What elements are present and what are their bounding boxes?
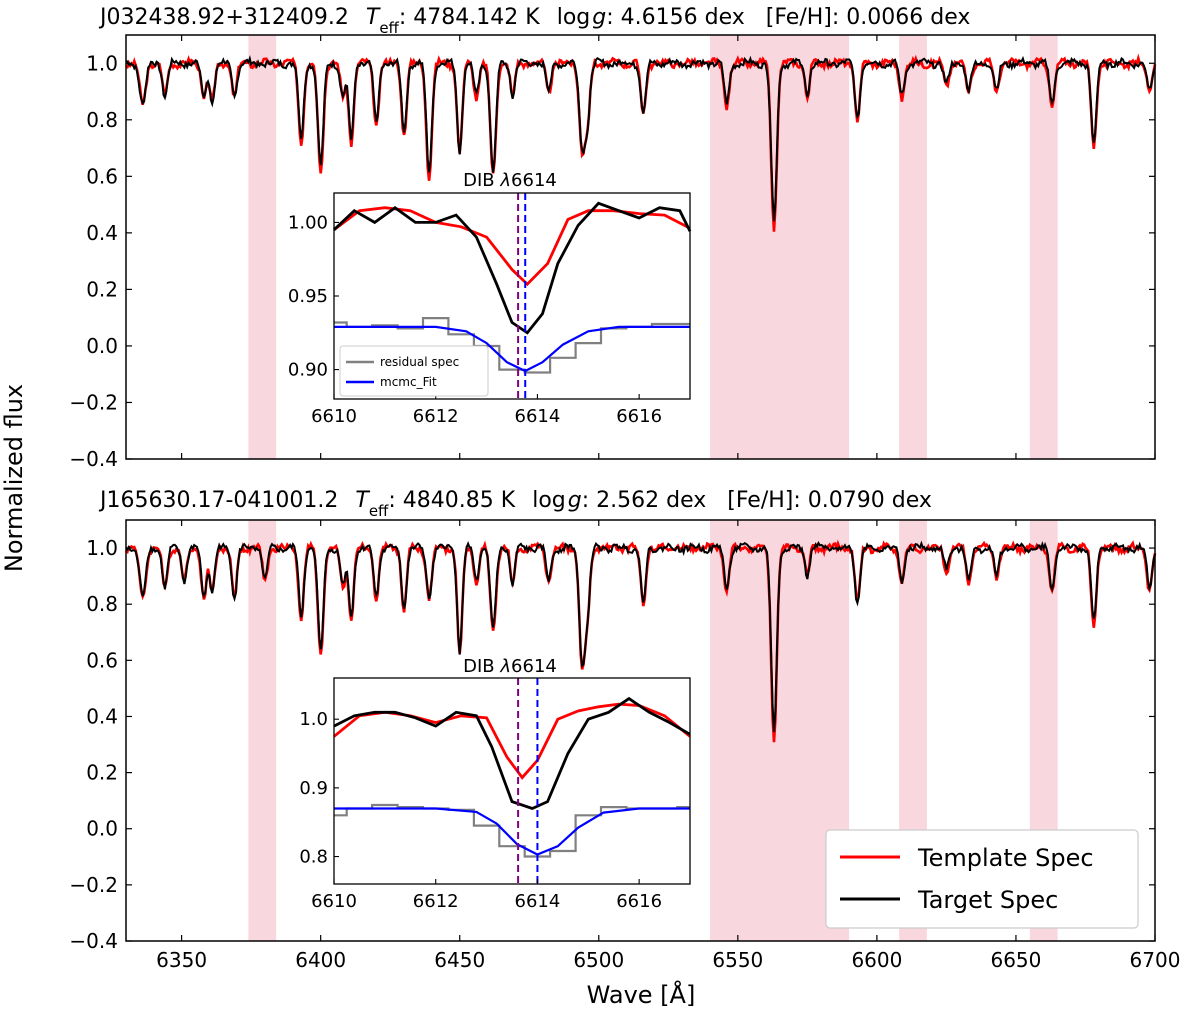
legend-target-label: Target Spec	[917, 886, 1058, 914]
x-tick-label: 6650	[990, 948, 1041, 972]
bottom-inset-background	[334, 678, 690, 884]
inset-x-tick-label: 6614	[515, 891, 561, 912]
bottom-inset-frame	[333, 677, 691, 885]
y-tick-label: 0.6	[86, 164, 118, 188]
mcmc-fit-line	[334, 807, 690, 856]
top-inset-legend: residual spec mcmc_Fit	[339, 345, 489, 397]
inset-x-tick-label: 6616	[616, 891, 662, 912]
residual-spectrum-line	[334, 803, 690, 858]
y-tick-label: 0.0	[86, 817, 118, 841]
main-legend-box	[825, 829, 1139, 929]
top-inset-legend-box	[339, 345, 489, 397]
x-tick-label: 6600	[851, 948, 902, 972]
y-tick-label: 1.0	[86, 536, 118, 560]
y-tick-label: 0.2	[86, 761, 118, 785]
inset-target-line	[333, 201, 692, 335]
target-spectrum-line	[125, 540, 1156, 732]
y-tick-label: 0.0	[86, 334, 118, 358]
inset-x-tick-label: 6612	[413, 406, 459, 427]
y-tick-label: −0.4	[69, 447, 118, 471]
panel-bottom: J165630.17-041001.2 Teff: 4840.85 K logg…	[69, 488, 1180, 972]
bottom-inset: DIB λ6614 6610 6612 6614 6616 0.8 0.9 1.0	[299, 656, 691, 912]
inset-x-tick-label: 6610	[311, 406, 357, 427]
top-inset: DIB λ6614 6610 6612 6614 6616 0.90 0.95 1.00 r…	[288, 170, 692, 427]
y-axis-label: Normalized flux	[0, 384, 28, 572]
shaded-band	[248, 35, 277, 459]
inset-y-tick-label: 0.9	[299, 778, 328, 799]
inset-target-line	[333, 696, 691, 811]
y-tick-label: 0.8	[86, 108, 118, 132]
x-axis-label: Wave [Å]	[587, 980, 696, 1009]
top-axes-frame	[125, 34, 1156, 460]
shaded-band	[248, 520, 277, 941]
legend-template-label: Template Spec	[917, 844, 1094, 872]
inset-y-tick-label: 1.00	[288, 212, 328, 233]
top-spectra	[125, 53, 1157, 232]
main-legend: Template Spec Target Spec	[825, 829, 1139, 929]
panel-bottom-title: J165630.17-041001.2 Teff: 4840.85 K logg…	[98, 488, 932, 520]
bottom-inset-title: DIB λ6614	[463, 656, 557, 677]
y-tick-label: 0.4	[86, 704, 118, 728]
top-inset-ticks: 6610 6612 6614 6616 0.90 0.95 1.00	[288, 212, 662, 427]
inset-y-tick-label: 0.95	[288, 286, 328, 307]
inset-y-tick-label: 1.0	[299, 709, 328, 730]
x-tick-label: 6400	[295, 948, 346, 972]
x-tick-label: 6350	[156, 948, 207, 972]
y-tick-label: 0.4	[86, 221, 118, 245]
panel-top: J032438.92+312409.2 Teff: 4784.142 K log…	[69, 5, 1157, 471]
y-tick-label: −0.2	[69, 873, 118, 897]
bottom-inset-ticks: 6610 6612 6614 6616 0.8 0.9 1.0	[299, 709, 662, 912]
y-tick-label: 0.6	[86, 648, 118, 672]
x-tick-label: 6700	[1130, 948, 1181, 972]
x-tick-label: 6550	[712, 948, 763, 972]
bottom-axes-frame	[125, 519, 1156, 942]
inset-x-tick-label: 6616	[616, 406, 662, 427]
y-tick-label: 0.2	[86, 277, 118, 301]
legend-fit-label: mcmc_Fit	[380, 375, 437, 389]
bottom-inset-content	[333, 678, 691, 884]
target-spectrum-line	[125, 54, 1156, 222]
y-tick-label: −0.2	[69, 390, 118, 414]
y-tick-label: 1.0	[86, 51, 118, 75]
top-y-ticks: −0.4 −0.2 0.0 0.2 0.4 0.6 0.8 1.0	[69, 35, 1156, 471]
x-tick-label: 6500	[573, 948, 624, 972]
panel-top-title: J032438.92+312409.2 Teff: 4784.142 K log…	[98, 5, 970, 37]
inset-x-tick-label: 6610	[311, 891, 357, 912]
bottom-y-ticks: −0.4 −0.2 0.0 0.2 0.4 0.6 0.8 1.0	[69, 536, 1155, 953]
shaded-band	[899, 35, 927, 459]
inset-y-tick-label: 0.8	[299, 847, 328, 868]
inset-y-tick-label: 0.90	[288, 360, 328, 381]
bottom-spectra	[125, 539, 1157, 743]
inset-x-tick-label: 6614	[515, 406, 561, 427]
top-inset-title: DIB λ6614	[463, 170, 557, 191]
x-tick-label: 6450	[434, 948, 485, 972]
top-inset-content	[333, 193, 692, 399]
inset-x-tick-label: 6612	[413, 891, 459, 912]
y-tick-label: 0.8	[86, 592, 118, 616]
y-tick-label: −0.4	[69, 929, 118, 953]
bottom-x-ticks: 6350 6400 6450 6500 6550 6600 6650 6700	[156, 520, 1180, 972]
legend-residual-label: residual spec	[380, 355, 459, 369]
